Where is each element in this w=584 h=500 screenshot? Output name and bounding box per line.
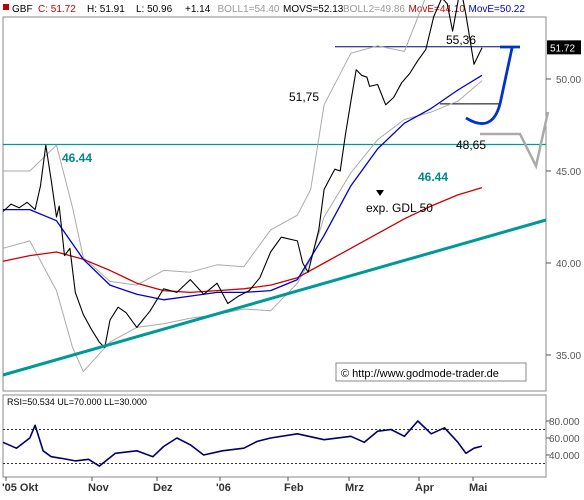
x-tick-label: Mrz (345, 482, 364, 494)
x-tick-label: '05 Okt (2, 482, 39, 494)
y-tick-label: 45.00 (556, 167, 581, 178)
legend-item: +1.14 (185, 4, 211, 15)
support-label-left: 46.44 (62, 151, 92, 165)
legend-item: C: 51.72 (38, 4, 76, 15)
legend-item: BOLL2=49.86 (343, 4, 405, 15)
legend-item: H: 51.91 (87, 4, 125, 15)
legend-item: MOVS=52.13 (283, 4, 344, 15)
ma-note-label: exp. GDL 50 (366, 201, 433, 215)
projection-up-arrow (465, 47, 514, 125)
support-label-right: 46.44 (418, 170, 448, 184)
rsi-y-tick-label: 80.000 (549, 417, 580, 428)
rsi-y-tick-label: 40.000 (549, 451, 580, 462)
ema-blue-line (3, 74, 483, 301)
rsi-chart-layer: RSI=50.534 UL=70.000 LL=30.000 40.000 60.0… (2, 397, 580, 467)
x-tick-label: Apr (415, 482, 435, 494)
x-tick-label: Mai (469, 482, 487, 494)
copyright-box (335, 362, 527, 382)
x-tick-label: Nov (88, 482, 110, 494)
rising-trendline (2, 218, 547, 377)
x-tick-label: Feb (284, 482, 304, 494)
bollinger-upper-line (3, 0, 426, 286)
y-tick-label: 35.00 (556, 351, 581, 362)
low-label: 48,65 (456, 138, 486, 152)
x-tick-label: Dez (153, 482, 173, 494)
legend-item: MovE=50.22 (469, 4, 526, 15)
projection-down-arrow (480, 111, 550, 170)
legend-swatch-icon (3, 4, 9, 10)
annotations-layer: 46.44 46.44 55,36 51,75 48,65 exp. GDL 50 © ht… (62, 33, 527, 382)
last-price-box (547, 40, 581, 55)
rsi-line (2, 420, 483, 467)
legend-symbol: GBF (12, 4, 33, 15)
legend-bar: GBF C: 51.72 H: 51.91 L: 50.96 +1.14 BOLL1=54… (0, 0, 584, 16)
y-tick-label: 40.00 (556, 259, 581, 270)
main-chart-layer (2, 0, 550, 377)
rsi-y-tick-label: 60.000 (549, 434, 580, 445)
price-line (2, 0, 483, 349)
ma-pointer-icon (376, 190, 384, 196)
legend-item: L: 50.96 (136, 4, 173, 15)
copyright-label: © http://www.godmode-trader.de (341, 368, 499, 380)
legend-item: BOLL1=54.40 (218, 4, 280, 15)
x-tick-label: '06 (216, 482, 231, 494)
last-price-label: 51.72 (550, 43, 575, 54)
rsi-title: RSI=50.534 UL=70.000 LL=30.000 (7, 397, 147, 407)
rsi-plot-frame (2, 394, 547, 478)
level-label: 51,75 (289, 90, 319, 104)
high-label: 55,36 (446, 33, 476, 47)
y-tick-label: 50.00 (556, 75, 581, 86)
main-plot-frame (2, 16, 547, 392)
legend-background (0, 0, 584, 16)
